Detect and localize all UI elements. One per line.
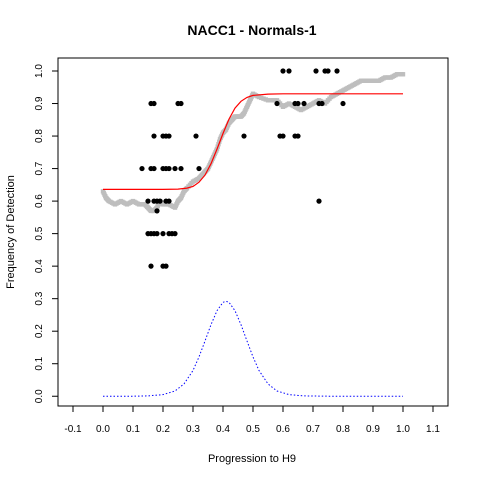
chart-title: NACC1 - Normals-1 <box>187 22 316 38</box>
data-point <box>166 198 172 204</box>
data-point <box>193 133 199 139</box>
x-axis-label: Progression to H9 <box>208 453 296 465</box>
series-layer <box>100 68 406 397</box>
data-point <box>241 133 247 139</box>
x-tick-label: 0.2 <box>156 424 170 435</box>
y-axis-label: Frequency of Detection <box>5 175 17 289</box>
data-point <box>145 198 151 204</box>
running-mean-point <box>268 98 273 103</box>
data-point <box>148 165 154 172</box>
data-point <box>154 231 160 237</box>
data-point <box>139 165 145 172</box>
data-point <box>172 165 178 172</box>
data-point <box>166 133 172 139</box>
y-tick-label: 0.6 <box>34 194 45 208</box>
data-point <box>196 165 202 172</box>
data-point <box>319 100 325 107</box>
y-tick-label: 0.0 <box>34 389 45 403</box>
data-point <box>340 100 346 107</box>
data-point <box>280 68 286 74</box>
x-tick-label: 0.8 <box>336 424 350 435</box>
data-point <box>163 263 169 269</box>
data-point <box>160 231 166 237</box>
y-tick-label: 0.2 <box>34 324 45 338</box>
y-tick-label: 1.0 <box>34 64 45 78</box>
data-point <box>286 68 292 74</box>
data-point <box>280 133 286 139</box>
x-axis: -0.1 0.0 0.1 0.2 0.3 0.4 0.5 0.6 0.7 0.8 0.9 1.0 1.1 <box>64 406 440 435</box>
x-tick-label: 0.7 <box>306 424 320 435</box>
running-mean-point <box>270 98 275 103</box>
running-mean-point <box>272 98 277 103</box>
x-tick-label: 0.4 <box>216 424 230 435</box>
fitted-curve <box>103 93 403 190</box>
y-tick-label: 0.3 <box>34 291 45 305</box>
data-point <box>178 100 184 107</box>
data-point <box>301 100 307 107</box>
data-point <box>154 208 160 214</box>
x-tick-label: 0.5 <box>246 424 260 435</box>
x-tick-label: 0.9 <box>366 424 380 435</box>
data-point <box>151 100 157 107</box>
data-point <box>151 133 157 139</box>
data-point <box>313 68 319 74</box>
plot-frame <box>57 57 449 407</box>
data-point <box>157 198 163 204</box>
x-tick-label: 1.0 <box>396 424 410 435</box>
y-tick-label: 0.4 <box>34 259 45 273</box>
running-mean-point <box>400 72 406 77</box>
x-tick-label: 0.6 <box>276 424 290 435</box>
data-point <box>274 100 280 107</box>
y-axis: 0.0 0.1 0.2 0.3 0.4 0.5 0.6 0.7 0.8 0.9 1.0 <box>34 64 58 403</box>
y-tick-label: 0.9 <box>34 96 45 110</box>
density-curve <box>103 300 403 397</box>
running-mean-point <box>265 98 271 103</box>
running-mean-point <box>261 96 266 101</box>
x-tick-label: 0.3 <box>186 424 200 435</box>
scatter-points <box>139 68 346 269</box>
x-tick-label: 0.0 <box>96 424 110 435</box>
x-tick-label: 0.1 <box>126 424 140 435</box>
data-point <box>172 231 178 237</box>
running-mean-point <box>259 95 264 101</box>
running-mean-point <box>256 94 262 100</box>
running-mean-point <box>263 97 268 102</box>
y-tick-label: 0.8 <box>34 129 45 143</box>
y-tick-label: 0.1 <box>34 356 45 370</box>
data-point <box>325 68 331 74</box>
data-point <box>166 165 172 172</box>
data-point <box>334 68 340 74</box>
x-tick-label: 1.1 <box>426 424 440 435</box>
data-point <box>316 198 322 204</box>
y-tick-label: 0.5 <box>34 226 45 240</box>
y-tick-label: 0.7 <box>34 161 45 175</box>
data-point <box>295 100 301 107</box>
data-point <box>148 263 154 269</box>
data-point <box>295 133 301 139</box>
data-point <box>178 165 184 172</box>
x-tick-label: -0.1 <box>64 424 82 435</box>
